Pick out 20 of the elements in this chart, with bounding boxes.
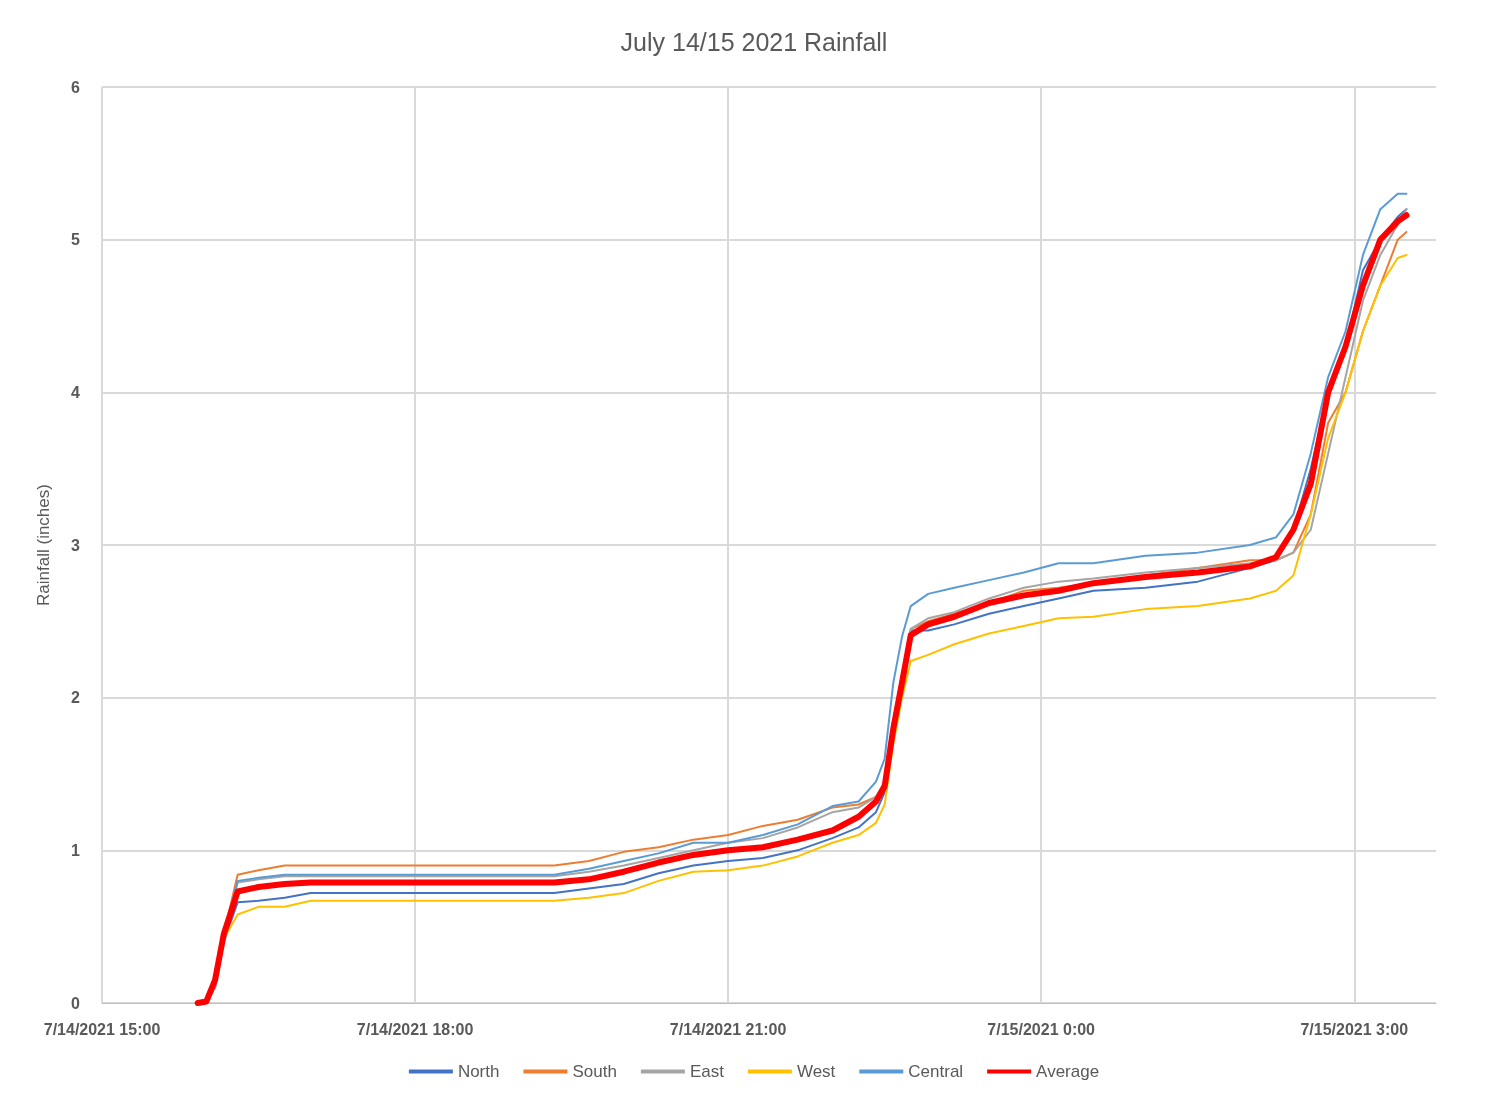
chart-title: July 14/15 2021 Rainfall xyxy=(620,27,888,56)
y-axis-title: Rainfall (inches) xyxy=(34,484,53,606)
legend-label: North xyxy=(457,1062,500,1081)
legend-label: Central xyxy=(908,1062,964,1081)
x-tick-label: 7/15/2021 0:00 xyxy=(987,1020,1096,1038)
y-tick-label: 6 xyxy=(71,78,81,96)
y-tick-label: 4 xyxy=(71,383,81,401)
legend-label: South xyxy=(572,1062,617,1081)
x-tick-label: 7/14/2021 18:00 xyxy=(356,1020,474,1038)
legend-label: West xyxy=(796,1062,836,1081)
y-tick-label: 5 xyxy=(71,231,81,249)
x-tick-label: 7/14/2021 21:00 xyxy=(669,1020,787,1038)
y-tick-label: 0 xyxy=(71,994,81,1012)
legend-label: Average xyxy=(1036,1062,1100,1081)
x-tick-label: 7/14/2021 15:00 xyxy=(43,1020,161,1038)
y-tick-label: 3 xyxy=(71,536,81,554)
x-tick-label: 7/15/2021 3:00 xyxy=(1300,1020,1409,1038)
legend-label: East xyxy=(689,1062,725,1081)
y-tick-label: 1 xyxy=(71,841,81,859)
y-tick-label: 2 xyxy=(71,689,81,707)
